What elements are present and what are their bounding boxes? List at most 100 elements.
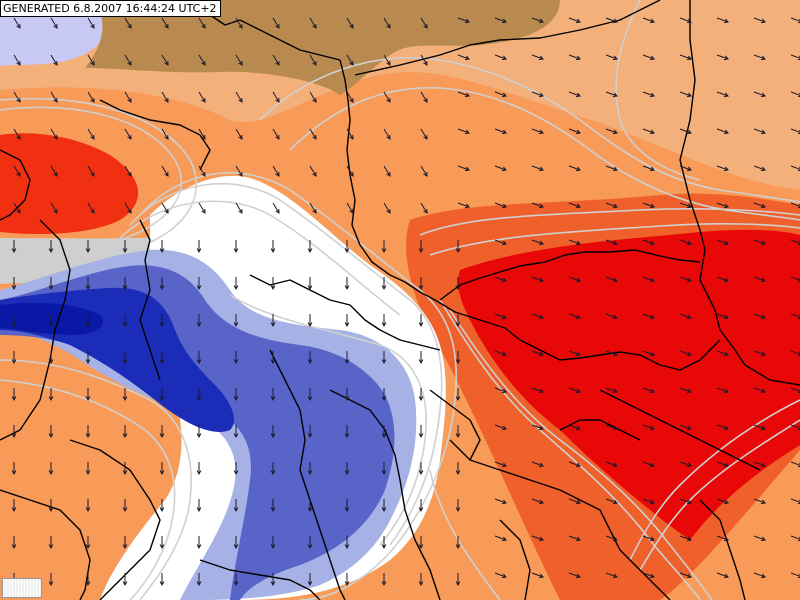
wind-barb-icon bbox=[383, 202, 391, 214]
wind-barb-icon bbox=[307, 499, 313, 513]
wind-barb-icon bbox=[605, 128, 618, 135]
wind-barb-icon bbox=[309, 91, 317, 103]
border-line bbox=[99, 99, 211, 171]
wind-barb-icon bbox=[679, 313, 692, 320]
wind-barb-icon bbox=[233, 462, 239, 476]
wind-barb-icon bbox=[568, 54, 581, 61]
border-line bbox=[699, 499, 746, 600]
wind-barb-icon bbox=[679, 276, 692, 283]
wind-barb-icon bbox=[48, 277, 54, 291]
wind-barb-icon bbox=[790, 165, 800, 172]
wind-barb-icon bbox=[716, 572, 729, 579]
wind-barb-icon bbox=[790, 313, 800, 320]
wind-barb-icon bbox=[309, 165, 317, 177]
wind-barb-icon bbox=[494, 498, 507, 505]
wind-barb-icon bbox=[642, 424, 655, 431]
wind-barb-icon bbox=[48, 351, 54, 365]
wind-barb-icon bbox=[198, 54, 206, 66]
wind-barb-icon bbox=[418, 536, 424, 550]
wind-barb-icon bbox=[161, 54, 169, 66]
wind-barb-icon bbox=[642, 17, 655, 24]
border-line bbox=[329, 389, 441, 600]
wind-barb-icon bbox=[642, 535, 655, 542]
wind-barb-icon bbox=[11, 499, 17, 513]
wind-barb-icon bbox=[13, 54, 21, 66]
wind-barb-icon bbox=[531, 91, 544, 98]
wind-barb-icon bbox=[642, 350, 655, 357]
wind-barb-icon bbox=[270, 277, 276, 291]
wind-barb-icon bbox=[198, 128, 206, 140]
wind-barb-icon bbox=[161, 165, 169, 177]
wind-barb-icon bbox=[679, 498, 692, 505]
wind-barb-icon bbox=[716, 461, 729, 468]
wind-barb-icon bbox=[270, 536, 276, 550]
wind-barb-icon bbox=[605, 313, 618, 320]
wind-barb-icon bbox=[270, 499, 276, 513]
wind-barb-icon bbox=[716, 239, 729, 246]
wind-barb-icon bbox=[455, 277, 461, 291]
wind-barb-icon bbox=[196, 499, 202, 513]
wind-barb-icon bbox=[418, 314, 424, 328]
wind-barb-icon bbox=[87, 17, 95, 29]
wind-barb-icon bbox=[716, 424, 729, 431]
wind-barb-icon bbox=[568, 535, 581, 542]
wind-barb-icon bbox=[48, 388, 54, 402]
wind-barb-icon bbox=[455, 573, 461, 587]
wind-barb-icon bbox=[494, 128, 507, 135]
wind-barb-icon bbox=[679, 424, 692, 431]
wind-barb-icon bbox=[122, 314, 128, 328]
contour-line bbox=[0, 106, 182, 249]
border-line bbox=[0, 219, 71, 441]
wind-barb-icon bbox=[790, 128, 800, 135]
wind-barb-icon bbox=[716, 276, 729, 283]
wind-barb-icon bbox=[494, 572, 507, 579]
wind-barb-icon bbox=[48, 499, 54, 513]
wind-barb-icon bbox=[455, 351, 461, 365]
wind-barb-icon bbox=[196, 351, 202, 365]
wind-barb-icon bbox=[418, 425, 424, 439]
wind-barb-icon bbox=[87, 165, 95, 177]
wind-barb-icon bbox=[716, 202, 729, 209]
wind-barb-icon bbox=[196, 573, 202, 587]
wind-barb-icon bbox=[679, 202, 692, 209]
wind-barb-icon bbox=[716, 387, 729, 394]
wind-barb-icon bbox=[455, 499, 461, 513]
wind-barb-icon bbox=[85, 499, 91, 513]
wind-barb-icon bbox=[50, 128, 58, 140]
wind-barb-icon bbox=[122, 277, 128, 291]
wind-barb-icon bbox=[85, 425, 91, 439]
wind-barb-icon bbox=[11, 425, 17, 439]
wind-barb-icon bbox=[307, 573, 313, 587]
field-brown-ridge bbox=[85, 0, 560, 95]
wind-barb-icon bbox=[346, 17, 354, 29]
wind-barb-icon bbox=[494, 17, 507, 24]
wind-barb-icon bbox=[494, 387, 507, 394]
wind-barb-icon bbox=[418, 388, 424, 402]
wind-barb-icon bbox=[418, 240, 424, 254]
wind-barb-icon bbox=[50, 202, 58, 214]
wind-barb-icon bbox=[381, 536, 387, 550]
wind-barb-icon bbox=[161, 91, 169, 103]
wind-barb-icon bbox=[605, 498, 618, 505]
wind-barb-icon bbox=[235, 54, 243, 66]
contour-line bbox=[629, 399, 800, 561]
wind-barb-icon bbox=[790, 202, 800, 209]
wind-barb-icon bbox=[233, 499, 239, 513]
wind-barb-icon bbox=[531, 572, 544, 579]
border-line bbox=[0, 489, 91, 600]
wind-barb-icon bbox=[50, 17, 58, 29]
wind-barb-icon bbox=[85, 388, 91, 402]
border-line bbox=[339, 59, 436, 301]
wind-barb-icon bbox=[159, 240, 165, 254]
wind-barb-icon bbox=[346, 91, 354, 103]
wind-barb-icon bbox=[159, 573, 165, 587]
wind-barb-icon bbox=[307, 462, 313, 476]
wind-barb-icon bbox=[455, 388, 461, 402]
wind-barb-icon bbox=[270, 240, 276, 254]
wind-barb-icon bbox=[605, 461, 618, 468]
wind-barb-icon bbox=[716, 535, 729, 542]
wind-barb-icon bbox=[198, 17, 206, 29]
wind-barb-icon bbox=[85, 240, 91, 254]
